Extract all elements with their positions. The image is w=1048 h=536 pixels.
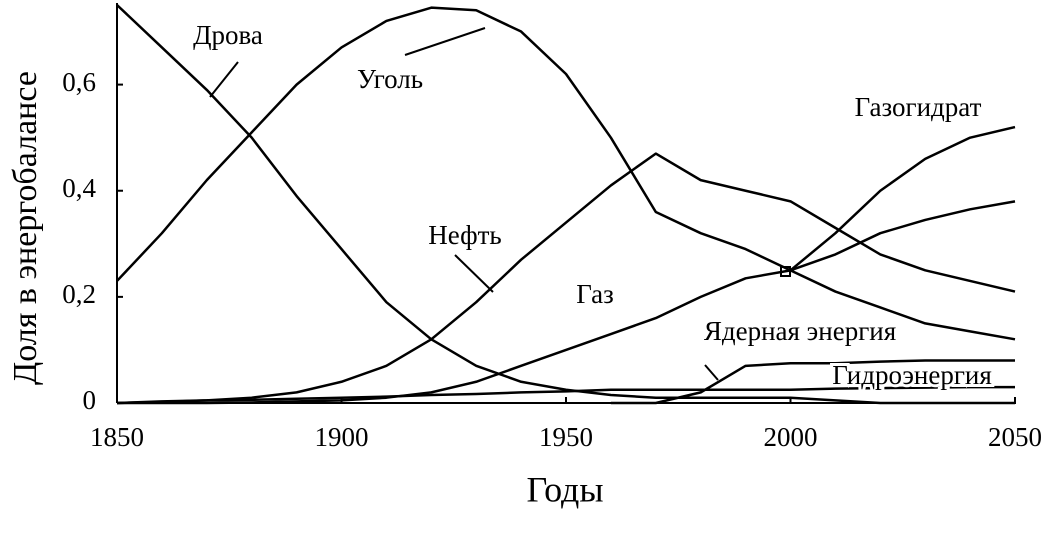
x-tick-label: 1900 bbox=[315, 422, 369, 452]
pointer bbox=[404, 27, 486, 56]
x-tick-label: 1850 bbox=[90, 422, 144, 452]
x-tick-label: 2000 bbox=[764, 422, 818, 452]
series-line bbox=[610, 359, 1015, 405]
series-label: Газогидрат bbox=[855, 92, 982, 122]
y-tick-label: 0,6 bbox=[62, 67, 96, 97]
y-tick-label: 0,2 bbox=[62, 279, 96, 309]
series-label: Гидроэнергия bbox=[832, 360, 992, 390]
series-label: Нефть bbox=[428, 220, 501, 250]
series-line bbox=[117, 200, 1016, 405]
y-tick-label: 0,4 bbox=[62, 173, 96, 203]
series-line bbox=[116, 4, 1015, 405]
series-label: Ядерная энергия bbox=[704, 316, 896, 346]
series-label: Уголь bbox=[357, 64, 423, 94]
series-label: Газ bbox=[576, 279, 614, 309]
x-axis-title: Годы bbox=[526, 469, 603, 509]
pointer bbox=[209, 61, 239, 98]
series-line bbox=[116, 6, 1016, 341]
series-label: Дрова bbox=[193, 20, 263, 50]
x-tick-label: 2050 bbox=[988, 422, 1042, 452]
pointer bbox=[704, 364, 719, 381]
x-tick-label: 1950 bbox=[539, 422, 593, 452]
y-tick-label: 0 bbox=[83, 385, 97, 415]
series-line bbox=[789, 125, 1016, 272]
pointer bbox=[454, 254, 494, 293]
y-axis-title: Доля в энергобалансе bbox=[7, 71, 44, 385]
series-line bbox=[116, 152, 1016, 405]
series-line bbox=[116, 385, 1015, 405]
